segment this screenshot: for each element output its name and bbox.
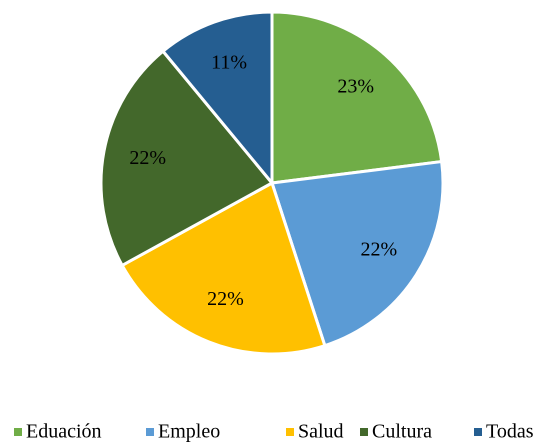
legend-marker (286, 428, 294, 436)
legend-label: Empleo (158, 421, 220, 443)
pie-slice (99, 49, 275, 268)
data-label: 22% (129, 147, 166, 169)
legend-marker (146, 428, 154, 436)
data-label: 23% (337, 76, 374, 98)
legend-label: Cultura (372, 421, 432, 443)
legend-marker (360, 428, 368, 436)
pie-slice (270, 159, 445, 348)
legend-label: Todas (486, 421, 534, 443)
legend-marker (14, 428, 22, 436)
pie-slice (160, 10, 274, 188)
legend-label: Salud (298, 421, 344, 443)
legend-label: Eduación (26, 421, 102, 443)
legend-marker (474, 428, 482, 436)
data-label: 22% (361, 238, 398, 260)
pie-slice (120, 180, 327, 356)
data-label: 11% (211, 52, 247, 74)
data-label: 22% (207, 288, 244, 310)
pie-slice (270, 10, 444, 185)
